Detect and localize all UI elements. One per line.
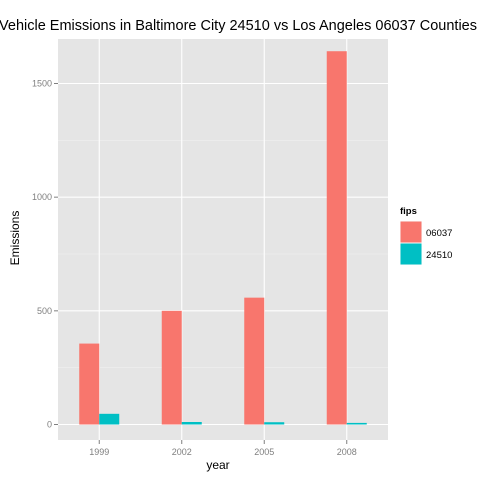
bar-24510-2005 bbox=[264, 422, 285, 425]
legend: fips 06037 24510 bbox=[399, 206, 452, 266]
legend-title: fips bbox=[400, 206, 417, 217]
chart-title: Vehicle Emissions in Baltimore City 2451… bbox=[0, 18, 477, 34]
bar-24510-1999 bbox=[99, 413, 120, 425]
bars bbox=[79, 51, 367, 425]
legend-key-24510 bbox=[400, 243, 422, 265]
x-tick-label: 2002 bbox=[172, 447, 192, 457]
bar-06037-2008 bbox=[326, 51, 347, 425]
legend-label-24510: 24510 bbox=[426, 250, 452, 261]
x-tick-label: 1999 bbox=[89, 447, 109, 457]
y-tick-label: 1000 bbox=[32, 192, 52, 202]
x-tick-label: 2008 bbox=[337, 447, 357, 457]
bar-06037-2002 bbox=[161, 310, 182, 425]
bar-06037-1999 bbox=[79, 343, 100, 425]
x-axis-ticks: 1999 2002 2005 2008 bbox=[89, 440, 357, 457]
y-axis-ticks: 0 500 1000 1500 bbox=[32, 79, 58, 430]
y-tick-label: 500 bbox=[37, 306, 52, 316]
bar-24510-2008 bbox=[346, 422, 367, 425]
x-axis-title: year bbox=[206, 458, 229, 472]
x-tick-label: 2005 bbox=[254, 447, 274, 457]
bar-06037-2005 bbox=[244, 297, 265, 425]
legend-key-06037 bbox=[400, 221, 422, 243]
y-tick-label: 1500 bbox=[32, 79, 52, 89]
y-axis-title: Emissions bbox=[8, 211, 22, 266]
legend-label-06037: 06037 bbox=[426, 228, 452, 239]
y-tick-label: 0 bbox=[47, 420, 52, 430]
bar-24510-2002 bbox=[181, 421, 202, 425]
